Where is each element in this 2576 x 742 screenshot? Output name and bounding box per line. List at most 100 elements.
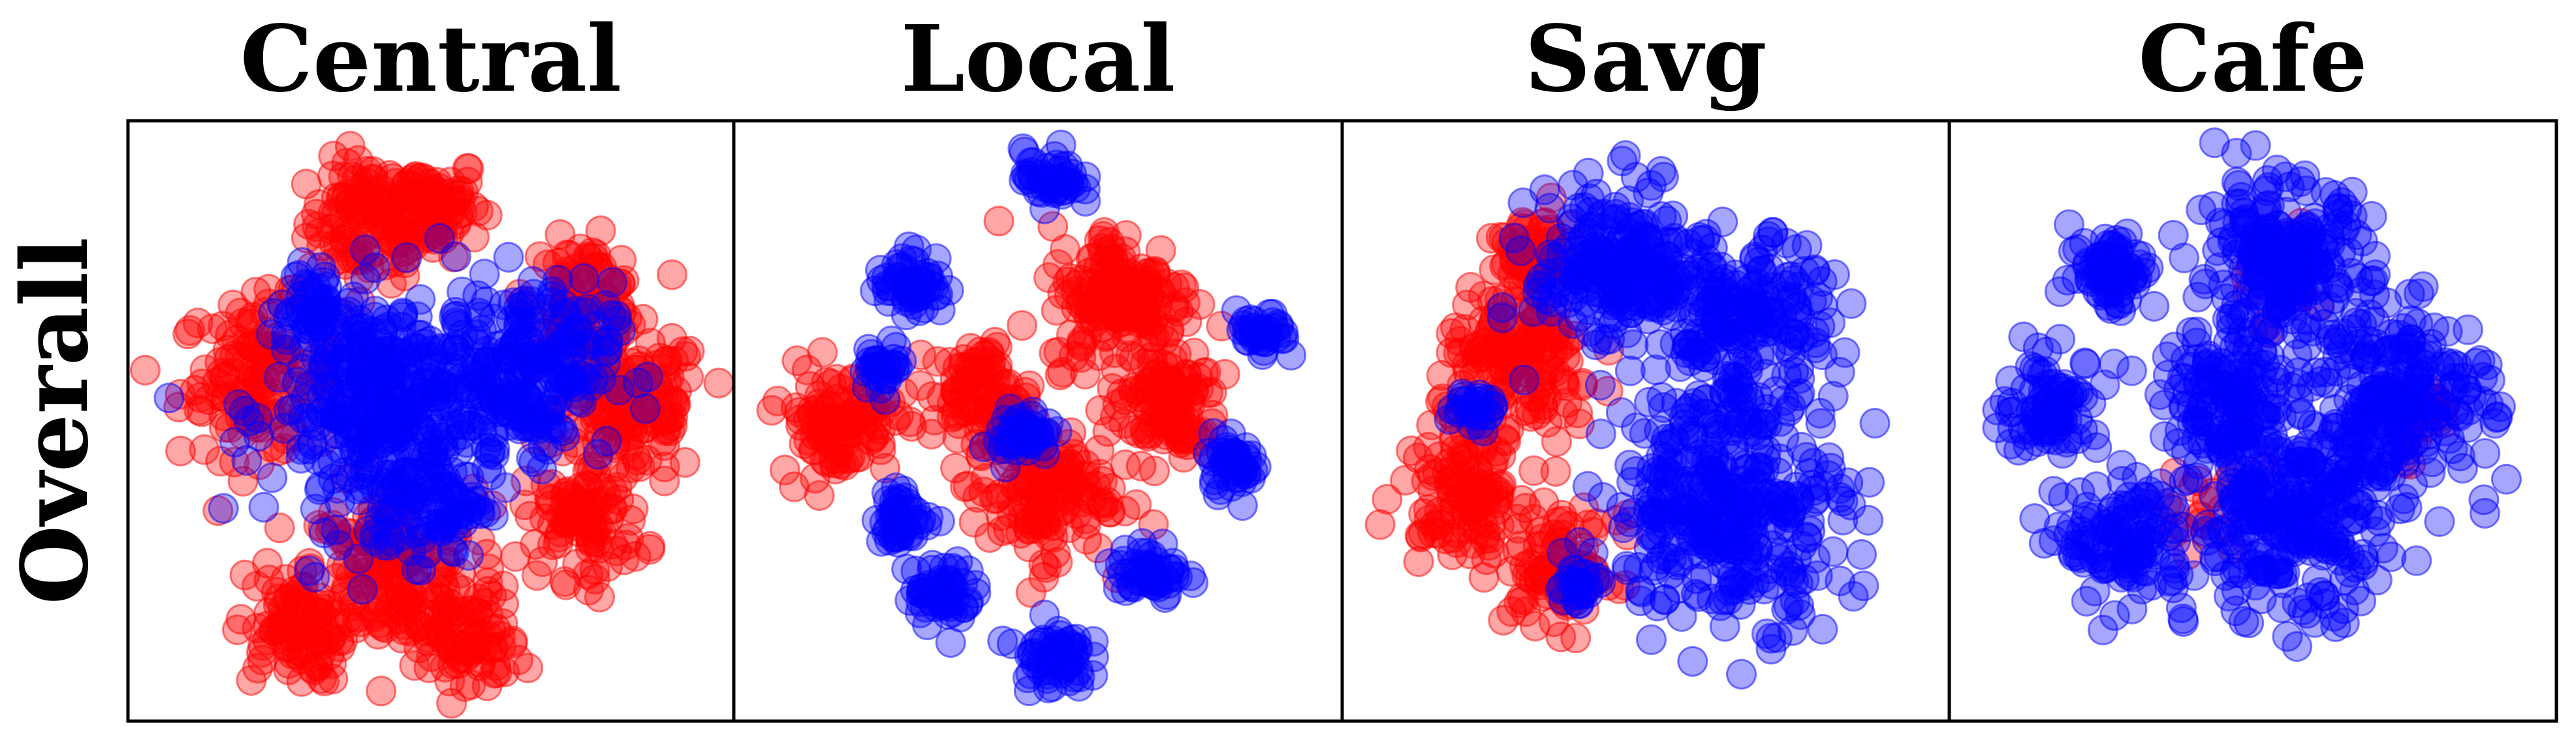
series-red xyxy=(756,206,1240,608)
scatter-point xyxy=(356,316,388,347)
scatter-point xyxy=(865,255,896,286)
scatter-point xyxy=(2360,241,2391,271)
scatter-point xyxy=(1056,319,1087,350)
scatter-point xyxy=(960,570,991,601)
scatter-point xyxy=(1033,521,1065,552)
scatter-point xyxy=(1773,551,1804,582)
scatter-point xyxy=(597,267,628,298)
scatter-point xyxy=(557,499,588,529)
scatter-point xyxy=(398,181,430,212)
scatter-point xyxy=(2154,566,2185,597)
scatter-point xyxy=(1043,336,1075,367)
scatter-point xyxy=(180,375,211,406)
scatter-point xyxy=(2221,138,2252,169)
scatter-point xyxy=(391,506,422,537)
scatter-point xyxy=(1017,638,1048,669)
scatter-point xyxy=(2424,506,2455,537)
scatter-point xyxy=(1835,489,1866,521)
scatter-point xyxy=(1110,449,1141,480)
scatter-point xyxy=(1086,233,1118,264)
scatter-point xyxy=(1854,467,1885,498)
scatter-point xyxy=(958,506,990,538)
scatter-point xyxy=(503,307,535,337)
scatter-point xyxy=(229,559,260,591)
scatter-point xyxy=(1585,418,1616,450)
scatter-point xyxy=(2300,241,2331,273)
series-blue xyxy=(153,223,663,605)
scatter-point xyxy=(405,284,436,315)
scatter-point xyxy=(295,407,326,439)
scatter-point xyxy=(273,654,304,685)
scatter-point xyxy=(535,399,566,431)
scatter-point xyxy=(301,198,332,230)
scatter-point xyxy=(401,554,432,585)
scatter-point xyxy=(1022,176,1054,207)
scatter-point xyxy=(285,293,316,324)
scatter-point xyxy=(659,386,689,417)
scatter-point xyxy=(1125,537,1157,568)
scatter-point xyxy=(309,350,340,382)
scatter-point xyxy=(1982,412,2013,443)
scatter-point xyxy=(1542,335,1573,366)
scatter-point xyxy=(1709,611,1740,642)
scatter-point xyxy=(1677,646,1708,677)
scatter-point xyxy=(2070,348,2101,380)
scatter-point xyxy=(1585,369,1616,401)
scatter-point xyxy=(1580,231,1611,262)
scatter-point xyxy=(1197,446,1229,477)
scatter-point xyxy=(1614,355,1646,386)
scatter-point xyxy=(1789,564,1820,595)
scatter-point xyxy=(1829,337,1861,368)
scatter-point xyxy=(1084,435,1115,466)
scatter-point xyxy=(1614,450,1645,481)
scatter-point xyxy=(629,393,661,424)
scatter-point xyxy=(1138,509,1169,540)
scatter-point xyxy=(1069,358,1101,390)
scatter-point xyxy=(1817,536,1849,567)
scatter-point xyxy=(1486,302,1518,333)
scatter-point xyxy=(1783,590,1815,621)
scatter-point xyxy=(941,397,973,428)
scatter-point xyxy=(1827,504,1859,536)
scatter-point xyxy=(2160,525,2191,557)
scatter-panel-local xyxy=(732,119,1344,723)
scatter-point xyxy=(1639,497,1671,528)
scatter-point xyxy=(867,363,898,395)
scatter-point xyxy=(1488,604,1519,636)
scatter-point xyxy=(779,471,810,502)
scatter-point xyxy=(866,396,897,427)
scatter-point xyxy=(1738,270,1770,301)
scatter-point xyxy=(578,518,610,549)
scatter-point xyxy=(248,491,279,523)
scatter-point xyxy=(1182,362,1214,393)
scatter-point xyxy=(2376,541,2407,572)
scatter-point xyxy=(521,560,552,591)
scatter-point xyxy=(2221,290,2252,321)
scatter-point xyxy=(1174,560,1206,591)
scatter-point xyxy=(524,241,556,272)
scatter-point xyxy=(434,372,465,403)
scatter-point xyxy=(1003,413,1035,444)
scatter-point xyxy=(1436,318,1467,349)
scatter-point xyxy=(316,648,347,679)
scatter-point xyxy=(1846,539,1877,570)
scatter-point xyxy=(2233,608,2265,638)
scatter-point xyxy=(208,493,239,524)
scatter-point xyxy=(464,617,495,648)
scatter-point xyxy=(582,439,614,470)
scatter-point xyxy=(657,259,687,290)
scatter-point xyxy=(366,675,397,707)
scatter-point xyxy=(1137,341,1168,373)
scatter-point xyxy=(632,362,663,393)
scatter-point xyxy=(1789,256,1820,287)
scatter-point xyxy=(1451,513,1482,544)
scatter-point xyxy=(1607,146,1638,177)
scatter-point xyxy=(1552,287,1583,318)
scatter-point xyxy=(635,328,666,359)
scatter-point xyxy=(1020,642,1052,673)
scatter-point xyxy=(347,437,378,469)
scatter-point xyxy=(2401,545,2432,576)
scatter-point xyxy=(563,384,594,416)
scatter-point xyxy=(940,452,971,484)
scatter-point xyxy=(447,276,478,307)
